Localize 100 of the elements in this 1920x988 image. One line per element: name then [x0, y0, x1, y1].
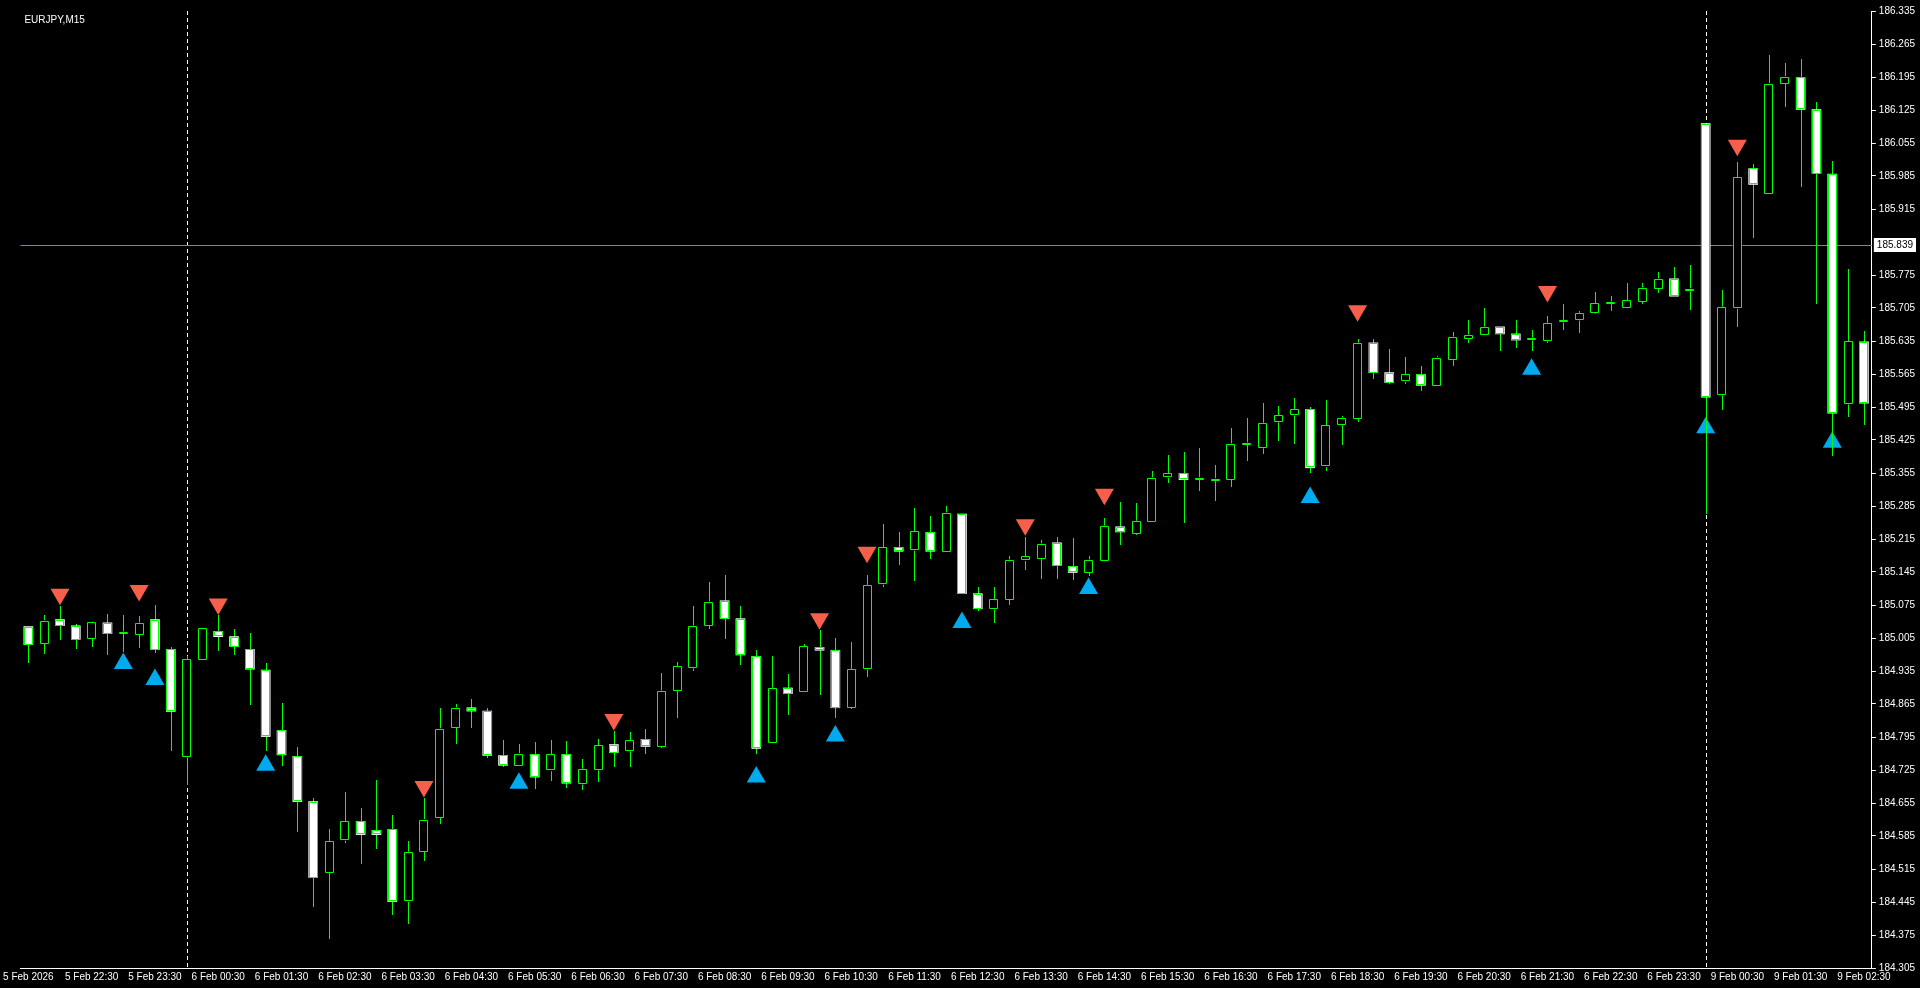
x-tick-label: 9 Feb 01:30: [1773, 970, 1828, 982]
y-tick-label: 185.565: [1878, 367, 1916, 379]
candlestick: [909, 507, 920, 582]
y-tick-label: 185.985: [1878, 169, 1916, 181]
candlestick: [1463, 319, 1474, 344]
y-tick-label: 185.705: [1878, 301, 1916, 313]
y-tick-label: 186.125: [1878, 103, 1916, 115]
y-tick-label: 185.145: [1878, 565, 1916, 577]
candlestick: [1479, 307, 1489, 336]
candlestick: [1052, 536, 1062, 580]
candlestick: [1036, 539, 1046, 580]
y-tick-label: 184.865: [1878, 697, 1916, 709]
candlestick: [925, 515, 936, 560]
candlestick: [23, 626, 34, 664]
x-tick-label: 6 Feb 09:30: [761, 970, 816, 982]
candlestick: [1495, 326, 1505, 352]
x-tick-label: 6 Feb 22:30: [1584, 970, 1638, 982]
x-tick-label: 6 Feb 04:30: [444, 970, 499, 982]
candlestick: [229, 628, 239, 656]
y-tick-label: 184.375: [1878, 928, 1916, 940]
x-tick-label: 6 Feb 17:30: [1267, 970, 1322, 982]
y-tick-label: 185.215: [1878, 532, 1916, 544]
candlestick: [213, 614, 224, 652]
y-tick-label: 185.075: [1878, 598, 1916, 610]
candlestick: [1621, 282, 1632, 310]
candlestick: [1779, 62, 1790, 108]
candlestick: [466, 698, 477, 729]
y-tick-label: 184.795: [1878, 730, 1916, 742]
y-tick-label: 186.055: [1878, 136, 1916, 148]
y-tick-label: 185.285: [1878, 499, 1916, 511]
x-tick-label: 6 Feb 06:30: [571, 970, 626, 982]
candlestick: [1669, 266, 1679, 297]
y-tick-label: 186.265: [1878, 37, 1916, 49]
x-tick-label: 6 Feb 08:30: [697, 970, 752, 982]
x-tick-label: 6 Feb 10:30: [824, 970, 879, 982]
x-tick-label: 6 Feb 03:30: [381, 970, 436, 982]
candlestick: [1178, 451, 1189, 524]
candlestick: [1289, 397, 1300, 445]
candlestick: [355, 807, 366, 865]
x-tick-label: 6 Feb 14:30: [1077, 970, 1132, 982]
y-tick-label: 184.515: [1878, 862, 1916, 874]
x-tick-label: 6 Feb 20:30: [1457, 970, 1512, 982]
candlestick: [1020, 536, 1031, 571]
x-tick-label: 6 Feb 02:30: [318, 970, 372, 982]
candlestick: [1447, 331, 1458, 367]
candlestick: [1115, 501, 1126, 546]
candlestick: [514, 743, 524, 766]
x-tick-label: 6 Feb 01:30: [254, 970, 309, 982]
candlestick: [55, 605, 65, 641]
candlestick: [1131, 502, 1141, 536]
candlestick: [529, 741, 540, 790]
x-tick-label: 9 Feb 02:30: [1837, 970, 1892, 982]
x-tick-label: 6 Feb 11:30: [888, 970, 942, 982]
x-tick-label: 6 Feb 05:30: [508, 970, 562, 982]
x-tick-label: 6 Feb 13:30: [1014, 970, 1069, 982]
candlestick: [783, 673, 793, 716]
y-tick-label: 184.725: [1878, 763, 1916, 775]
candlestick: [1542, 315, 1553, 344]
candlestick: [498, 739, 508, 768]
y-tick-label: 185.915: [1878, 202, 1916, 214]
chart-title: EURJPY,M15: [24, 13, 86, 25]
x-tick-label: 6 Feb 16:30: [1204, 970, 1259, 982]
y-tick-label: 184.305: [1878, 961, 1916, 973]
candlestick: [1241, 417, 1252, 462]
candlestick: [340, 791, 350, 844]
candlestick: [624, 731, 635, 768]
x-tick-label: 5 Feb 22:30: [64, 970, 119, 982]
candlestick: [1162, 454, 1173, 484]
candlestick: [1400, 356, 1410, 385]
candlestick: [1590, 291, 1600, 315]
y-tick-label: 186.195: [1878, 70, 1916, 82]
candlestick: [1653, 271, 1664, 294]
y-tick-label: 184.585: [1878, 829, 1916, 841]
candlestick: [1067, 537, 1078, 581]
candlestick: [371, 779, 382, 850]
y-tick-label: 185.775: [1878, 268, 1916, 280]
y-tick-label: 185.005: [1878, 631, 1916, 643]
candlestick: [1194, 447, 1205, 492]
candlestick: [70, 623, 81, 650]
candlestick: [1384, 348, 1395, 385]
candlestick: [1510, 319, 1521, 349]
ref-line-label: 185.839: [1876, 239, 1914, 251]
candlestick: [1083, 555, 1094, 577]
candlestick: [577, 758, 588, 791]
candlestick: [86, 620, 97, 648]
x-tick-label: 6 Feb 21:30: [1520, 970, 1575, 982]
candlestick: [719, 574, 730, 640]
x-tick-label: 6 Feb 00:30: [191, 970, 246, 982]
candlestick: [988, 586, 999, 624]
candlestick: [1273, 405, 1284, 442]
x-tick-label: 6 Feb 15:30: [1140, 970, 1195, 982]
candlestick: [450, 703, 461, 745]
candlestick: [1574, 310, 1584, 334]
y-tick-label: 185.495: [1878, 400, 1916, 412]
candlestick: [609, 730, 619, 768]
candlestick: [1210, 464, 1220, 502]
candlestick: [134, 615, 144, 649]
y-tick-label: 185.425: [1878, 433, 1916, 445]
candlestick: [1558, 303, 1569, 331]
candlestick: [1748, 163, 1758, 239]
